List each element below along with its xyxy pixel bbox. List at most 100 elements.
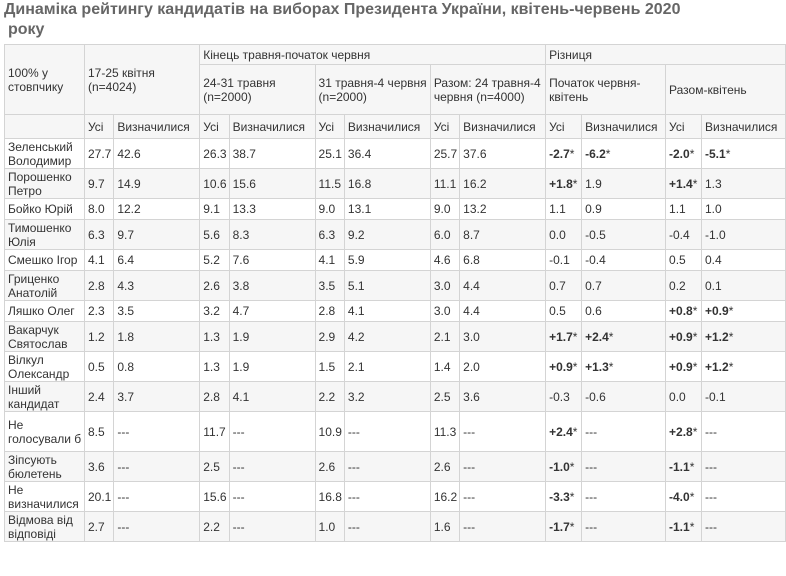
rating-value: 6.3 (83, 219, 115, 250)
rating-value: --- (113, 511, 201, 542)
difference-number: 0.5 (549, 304, 566, 318)
difference-number: 0.2 (669, 278, 686, 293)
difference-value: 1.3 (701, 168, 786, 199)
difference-value: -0.5 (581, 219, 667, 250)
difference-number: +1.2 (705, 359, 729, 374)
rating-value: 2.9 (314, 321, 345, 352)
difference-value: -0.1 (545, 249, 583, 271)
header-diff-total-april: Разом-квітень (665, 64, 786, 115)
difference-value: +1.3* (581, 351, 667, 382)
difference-value: +0.9* (545, 351, 583, 382)
rating-value: 2.4 (83, 381, 115, 412)
rating-value: 2.0 (459, 351, 547, 382)
rating-value: --- (113, 411, 201, 452)
difference-number: +0.8 (669, 304, 693, 318)
rating-value: 15.6 (199, 481, 230, 512)
difference-number: -5.1 (705, 146, 726, 161)
difference-number: 0.0 (669, 389, 686, 404)
difference-number: -0.5 (585, 227, 606, 242)
difference-number: --- (585, 519, 598, 534)
table-body: 100% у стовпчику 17-25 квітня (n=4024) К… (4, 44, 786, 542)
rating-value: --- (459, 451, 547, 482)
rating-value: 1.0 (314, 511, 345, 542)
significance-mark: * (689, 146, 695, 161)
rating-value: 13.3 (228, 198, 316, 220)
header-period-april: 17-25 квітня (n=4024) (83, 44, 201, 115)
difference-number: -2.7 (549, 146, 570, 161)
rating-value: 4.1 (228, 381, 316, 412)
difference-value: 1.1 (665, 198, 702, 220)
rating-value: 15.6 (228, 168, 316, 199)
difference-number: 1.3 (705, 176, 722, 191)
rating-value: 14.9 (113, 168, 201, 199)
rating-value: --- (343, 481, 431, 512)
rating-value: 1.3 (199, 351, 230, 382)
difference-number: 0.6 (585, 304, 602, 318)
rating-value: 37.6 (459, 138, 547, 169)
header-decided: Визначилися (343, 114, 431, 139)
difference-value: 0.6 (581, 300, 667, 322)
header-decided: Визначилися (228, 114, 316, 139)
rating-value: 10.6 (199, 168, 230, 199)
title-line-2: року (8, 21, 45, 38)
difference-value: +2.8* (665, 411, 702, 452)
table-row: Тимошенко Юлія 6.3 9.7 5.6 8.3 6.3 9.2 6.0 8.7 0.… (4, 219, 786, 250)
significance-mark: * (569, 519, 575, 534)
header-all: Усі (314, 114, 345, 139)
rating-value: 3.6 (83, 451, 115, 482)
rating-value: 9.7 (83, 168, 115, 199)
rating-value: 3.2 (199, 300, 230, 322)
difference-value: --- (581, 451, 667, 482)
difference-value: --- (701, 511, 786, 542)
significance-mark: * (572, 359, 578, 374)
difference-value: -0.3 (545, 381, 583, 412)
rating-value: --- (459, 511, 547, 542)
candidate-name: Не визначилися (4, 481, 85, 512)
difference-number: --- (585, 424, 598, 439)
rating-value: 8.7 (459, 219, 547, 250)
difference-value: --- (581, 411, 667, 452)
table-row: Порошенко Петро 9.7 14.9 10.6 15.6 11.5 16.8 11… (4, 168, 786, 199)
rating-value: 20.1 (83, 481, 115, 512)
difference-number: --- (705, 489, 717, 504)
difference-number: -4.0 (669, 489, 690, 504)
difference-number: +0.9 (669, 329, 693, 344)
rating-value: 4.6 (429, 249, 461, 271)
rating-value: --- (113, 481, 201, 512)
difference-number: 0.4 (705, 253, 722, 267)
header-diff-june-april: Початок червня-квітень (545, 64, 667, 115)
header-period-total: Разом: 24 травня-4 червня (n=4000) (429, 64, 547, 115)
rating-value: 9.0 (314, 198, 345, 220)
difference-number: -1.1 (669, 459, 690, 474)
difference-value: 0.7 (581, 270, 667, 301)
header-sub-empty (4, 114, 85, 139)
significance-mark: * (692, 176, 698, 191)
difference-number: -0.1 (549, 253, 570, 267)
difference-number: 1.9 (585, 176, 602, 191)
page-title: Динаміка рейтингу кандидатів на виборах … (0, 0, 786, 40)
rating-value: --- (343, 411, 431, 452)
table-row: Вакарчук Святослав 1.2 1.8 1.3 1.9 2.9 4.2 2.1 3… (4, 321, 786, 352)
difference-number: 1.1 (669, 202, 686, 216)
difference-value: 0.9 (581, 198, 667, 220)
difference-value: -6.2* (581, 138, 667, 169)
rating-value: 3.2 (343, 381, 431, 412)
difference-value: --- (701, 481, 786, 512)
rating-value: 4.4 (459, 270, 547, 301)
candidate-name: Зіпсують бюлетень (4, 451, 85, 482)
difference-number: -2.0 (669, 146, 690, 161)
difference-number: +1.7 (549, 329, 573, 344)
difference-number: -0.1 (705, 389, 726, 404)
difference-value: +1.7* (545, 321, 583, 352)
difference-number: +2.4 (549, 424, 573, 439)
rating-value: 16.8 (314, 481, 345, 512)
difference-number: +1.4 (669, 176, 693, 191)
significance-mark: * (605, 146, 611, 161)
significance-mark: * (692, 359, 698, 374)
difference-value: -5.1* (701, 138, 786, 169)
rating-value: 3.7 (113, 381, 201, 412)
rating-value: 2.2 (314, 381, 345, 412)
difference-value: +2.4* (581, 321, 667, 352)
difference-number: +1.8 (549, 176, 573, 191)
significance-mark: * (692, 304, 698, 318)
